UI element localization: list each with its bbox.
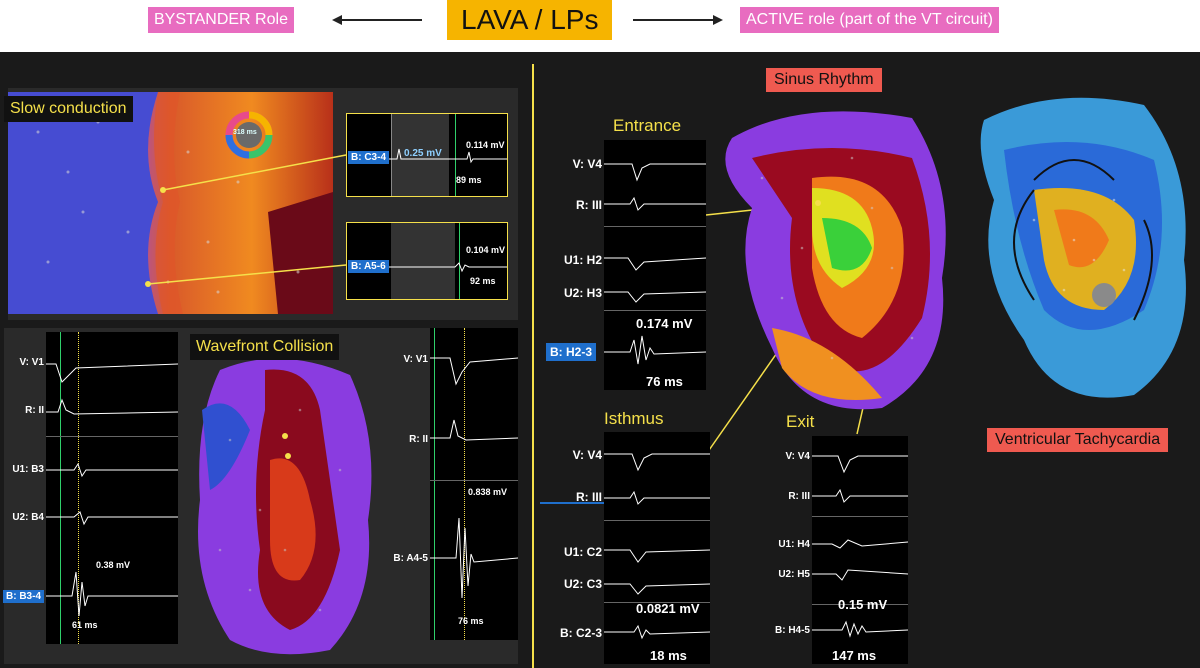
- collision-map: [190, 350, 378, 660]
- right-arrow-head-icon: [713, 15, 723, 25]
- entrance-r: R: III: [576, 198, 602, 212]
- exit-title: Exit: [786, 412, 815, 431]
- slow-egm-top-label: B: C3-4: [348, 151, 390, 164]
- active-role-label: ACTIVE role (part of the VT circuit): [740, 7, 999, 33]
- exit-u1: U1: H4: [778, 539, 810, 550]
- right-arrow-icon: [633, 19, 715, 21]
- isthmus-u1: U1: C2: [563, 545, 602, 559]
- exit-egm: [812, 436, 908, 664]
- entrance-egm: [604, 140, 706, 390]
- isthmus-r-underline: [540, 502, 604, 504]
- green-marker: [455, 114, 456, 196]
- collision-left-b: B: B3-4: [3, 590, 45, 603]
- entrance-amp: 0.174 mV: [636, 316, 693, 331]
- collision-left-u2: U2: B4: [12, 512, 44, 523]
- sinus-rhythm-map: [712, 98, 962, 418]
- entrance-title: Entrance: [613, 116, 682, 135]
- isthmus-time: 18 ms: [650, 648, 687, 663]
- ventricular-tachycardia-title: Ventricular Tachycardia: [987, 428, 1169, 452]
- egm-divider: [604, 310, 706, 311]
- collision-right-egm: [430, 328, 518, 640]
- green-marker: [434, 328, 435, 640]
- isthmus-title: Isthmus: [604, 409, 664, 428]
- isthmus-egm: [604, 432, 710, 664]
- dial-value: 318 ms: [233, 129, 257, 136]
- yellow-marker: [78, 332, 79, 644]
- slow-egm-top-amp-left: 0.25 mV: [404, 148, 442, 159]
- egm-divider: [604, 226, 706, 227]
- slow-egm-top-time: 89 ms: [456, 175, 482, 185]
- bystander-role-label: BYSTANDER Role: [148, 7, 294, 33]
- egm-divider: [430, 480, 518, 481]
- exit-amp: 0.15 mV: [838, 597, 888, 612]
- exit-r: R: III: [788, 491, 810, 502]
- timing-dial-icon: [224, 110, 274, 160]
- entrance-time: 76 ms: [646, 374, 683, 389]
- isthmus-amp: 0.0821 mV: [636, 601, 700, 616]
- collision-right-b: B: A4-5: [393, 553, 428, 564]
- slow-egm-bottom-time: 92 ms: [470, 276, 496, 286]
- slow-conduction-map: [8, 92, 333, 314]
- egm-divider: [604, 520, 710, 521]
- slow-egm-top: [346, 113, 508, 197]
- collision-right-time: 76 ms: [458, 616, 484, 626]
- collision-left-egm: [46, 332, 178, 644]
- isthmus-u2: U2: C3: [563, 577, 602, 591]
- entrance-u2: U2: H3: [563, 286, 602, 300]
- exit-v: V: V4: [785, 451, 810, 462]
- left-arrow-head-icon: [332, 15, 342, 25]
- collision-left-u1: U1: B3: [12, 464, 44, 475]
- collision-left-r: R: II: [25, 405, 44, 416]
- yellow-marker: [464, 328, 465, 640]
- left-arrow-icon: [340, 19, 422, 21]
- egm-window: [391, 223, 455, 299]
- egm-divider: [812, 604, 908, 605]
- collision-right-amp: 0.838 mV: [468, 487, 508, 497]
- egm-divider: [812, 516, 908, 517]
- section-divider: [532, 64, 534, 668]
- egm-divider: [604, 602, 710, 603]
- egm-divider: [46, 436, 178, 437]
- slow-conduction-title: Slow conduction: [4, 96, 133, 122]
- exit-time: 147 ms: [832, 648, 877, 663]
- wavefront-collision-title: Wavefront Collision: [190, 334, 340, 360]
- green-marker: [459, 223, 460, 299]
- slow-egm-top-amp-right: 0.114 mV: [466, 140, 505, 150]
- vt-map: [974, 90, 1196, 410]
- collision-right-v: V: V1: [403, 354, 428, 365]
- slow-egm-bottom: [346, 222, 508, 300]
- isthmus-r: R: III: [576, 490, 602, 504]
- main-title: LAVA / LPs: [447, 0, 613, 40]
- entrance-u1: U1: H2: [563, 253, 602, 267]
- sinus-rhythm-title: Sinus Rhythm: [766, 68, 882, 92]
- exit-u2: U2: H5: [778, 569, 810, 580]
- collision-left-time: 61 ms: [72, 620, 98, 630]
- collision-left-amp: 0.38 mV: [96, 560, 131, 570]
- exit-b: B: H4-5: [774, 625, 810, 636]
- collision-left-v: V: V1: [19, 357, 44, 368]
- entrance-b: B: H2-3: [546, 343, 597, 361]
- entrance-v: V: V4: [572, 157, 602, 171]
- window-edge: [391, 114, 392, 196]
- isthmus-b: B: C2-3: [559, 626, 602, 640]
- green-marker: [60, 332, 61, 644]
- slow-egm-bottom-amp: 0.104 mV: [466, 245, 506, 255]
- slow-egm-bottom-label: B: A5-6: [348, 260, 389, 273]
- isthmus-v: V: V4: [572, 448, 602, 462]
- collision-right-r: R: II: [409, 434, 428, 445]
